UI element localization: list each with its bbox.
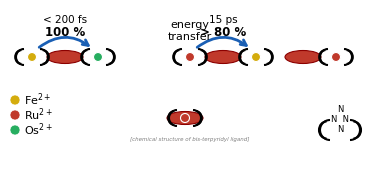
- Text: N  N: N N: [331, 115, 349, 125]
- Circle shape: [93, 53, 102, 62]
- Circle shape: [186, 53, 195, 62]
- Ellipse shape: [167, 112, 203, 125]
- Circle shape: [28, 53, 37, 62]
- Text: N: N: [337, 126, 343, 135]
- Circle shape: [10, 125, 20, 135]
- Text: [chemical structure of bis-terpyridyl ligand]: [chemical structure of bis-terpyridyl li…: [130, 138, 250, 142]
- Text: Ru$^{2+}$: Ru$^{2+}$: [24, 107, 53, 123]
- Circle shape: [181, 114, 189, 123]
- Ellipse shape: [205, 51, 241, 64]
- Circle shape: [251, 53, 260, 62]
- Text: 15 ps: 15 ps: [209, 15, 237, 25]
- Text: < 200 fs: < 200 fs: [43, 15, 87, 25]
- Ellipse shape: [285, 51, 321, 64]
- Text: N: N: [337, 105, 343, 115]
- Circle shape: [10, 95, 20, 105]
- Text: 100 %: 100 %: [45, 26, 85, 39]
- Ellipse shape: [47, 51, 83, 64]
- Text: Fe$^{2+}$: Fe$^{2+}$: [24, 92, 51, 108]
- Text: energy
transfer: energy transfer: [168, 20, 212, 42]
- Circle shape: [332, 53, 341, 62]
- Text: > 80 %: > 80 %: [200, 26, 246, 39]
- Circle shape: [10, 110, 20, 120]
- Text: Os$^{2+}$: Os$^{2+}$: [24, 122, 53, 138]
